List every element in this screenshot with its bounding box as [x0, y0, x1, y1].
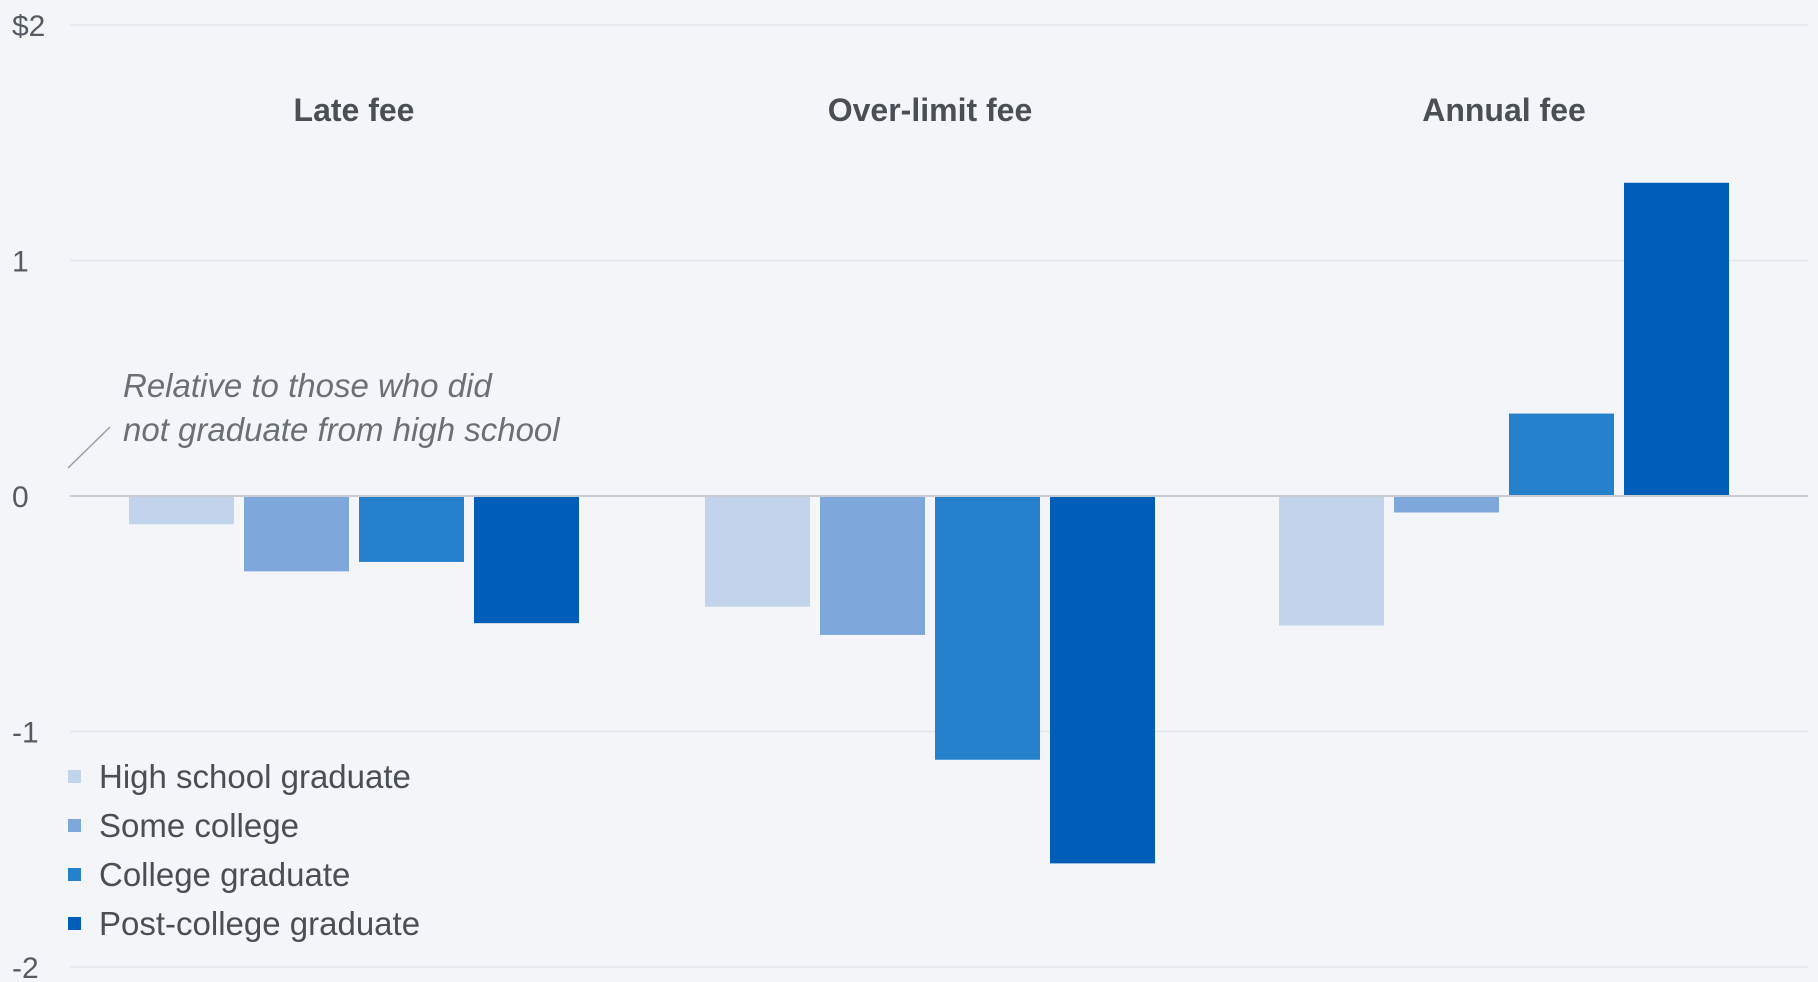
y-tick-label: $2: [12, 10, 45, 43]
bars: [129, 182, 1729, 864]
bar: [1624, 182, 1729, 496]
legend-swatch: [68, 868, 81, 881]
bar: [359, 496, 464, 562]
bar: [244, 496, 349, 572]
bar: [474, 496, 579, 624]
bar: [705, 496, 810, 607]
bar: [1394, 496, 1499, 513]
legend-label: College graduate: [99, 856, 350, 893]
bar: [935, 496, 1040, 760]
y-tick-label: 0: [12, 481, 29, 514]
category-labels: Late fee Over-limit fee Annual fee: [294, 92, 1586, 128]
annotation-leader-line: [67, 426, 111, 469]
annotation: Relative to those who did not graduate f…: [67, 367, 561, 469]
bar: [1509, 413, 1614, 496]
category-label: Over-limit fee: [828, 92, 1033, 128]
y-tick-label: -1: [12, 717, 39, 750]
category-label: Late fee: [294, 92, 415, 128]
annotation-line-1: Relative to those who did: [123, 367, 493, 404]
bar: [1050, 496, 1155, 864]
bar: [1279, 496, 1384, 626]
legend-swatch: [68, 770, 81, 783]
legend-label: Some college: [99, 807, 299, 844]
y-axis-ticks: $2 1 0 -1 -2: [12, 10, 45, 982]
bar: [820, 496, 925, 635]
y-tick-label: 1: [12, 246, 29, 279]
legend: High school graduate Some college College …: [68, 758, 420, 942]
bar: [129, 496, 234, 525]
category-label: Annual fee: [1422, 92, 1586, 128]
legend-swatch: [68, 917, 81, 930]
annotation-line-2: not graduate from high school: [123, 411, 561, 448]
legend-label: High school graduate: [99, 758, 411, 795]
legend-swatch: [68, 819, 81, 832]
y-tick-label: -2: [12, 952, 39, 982]
legend-label: Post-college graduate: [99, 905, 420, 942]
